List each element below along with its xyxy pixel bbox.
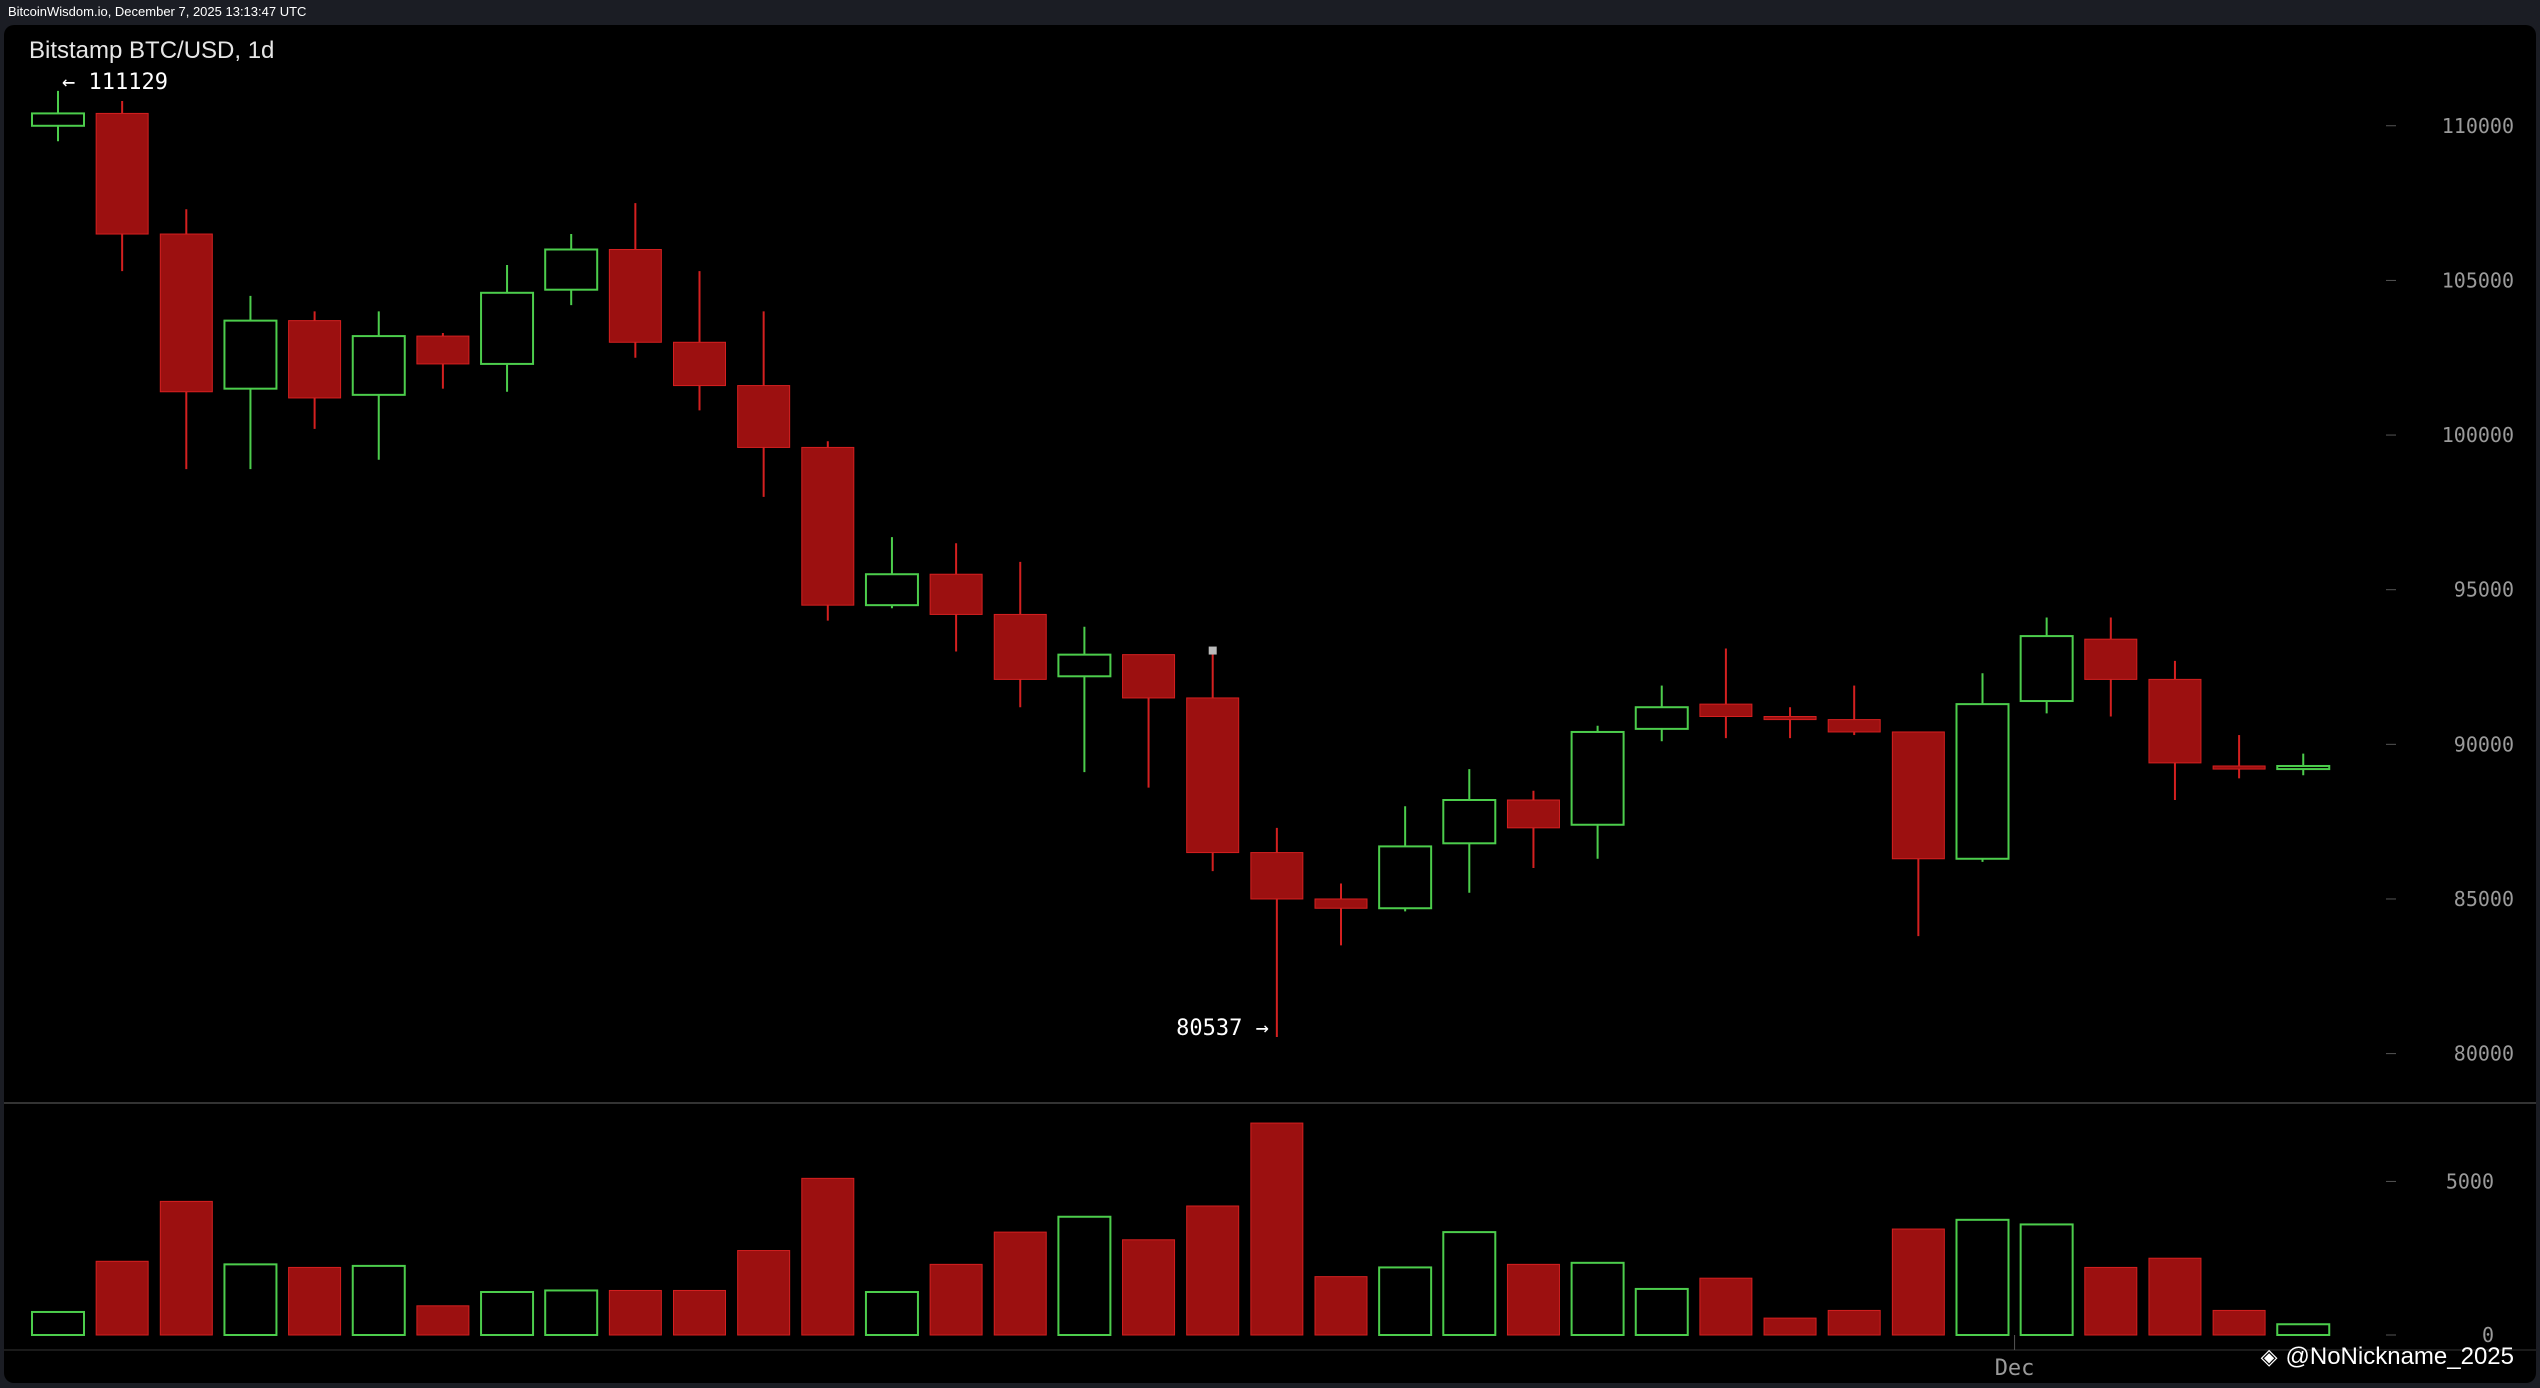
watermark: ◈ @NoNickname_2025 xyxy=(2261,1343,2514,1371)
volume-bar-down xyxy=(159,1200,213,1336)
volume-bar-down xyxy=(416,1305,470,1336)
volume-bar-down xyxy=(1314,1276,1368,1336)
x-tick-label: Dec xyxy=(1995,1356,2035,1381)
candle-body-down xyxy=(1891,731,1945,860)
volume-bar-down xyxy=(1250,1122,1304,1336)
watermark-text: @NoNickname_2025 xyxy=(2285,1343,2514,1370)
candle-body-down xyxy=(993,613,1047,680)
candle-body-up xyxy=(864,573,919,607)
candle-body-up xyxy=(1378,845,1433,910)
volume-bar-down xyxy=(1891,1228,1945,1336)
volume-tick-label: 0 xyxy=(2482,1323,2494,1347)
candle-body-up xyxy=(480,291,535,365)
candle-body-up xyxy=(223,319,278,390)
volume-bar-down xyxy=(1506,1263,1560,1336)
volume-bar-up xyxy=(2276,1323,2331,1336)
candle-body-down xyxy=(1250,852,1304,900)
volume-bar-up xyxy=(31,1310,85,1336)
chart-panel: 80000 85000 90000 95000 100000 105000 110000 0 5… xyxy=(4,25,2536,1383)
volume-bar-down xyxy=(1827,1309,1881,1336)
low-price-label: 80537 → xyxy=(1176,1016,1269,1041)
candle-body-down xyxy=(1314,898,1368,909)
volume-bar-down xyxy=(1186,1205,1240,1336)
candle-body-down xyxy=(95,112,149,235)
chart-title: Bitstamp BTC/USD, 1d xyxy=(29,37,275,64)
cursor-marker xyxy=(1208,646,1217,655)
volume-bar-up xyxy=(223,1263,278,1337)
volume-bar-down xyxy=(2212,1309,2266,1336)
candle-body-down xyxy=(2148,678,2202,764)
candle-body-down xyxy=(673,341,726,387)
volume-bar-down xyxy=(929,1263,983,1336)
volume-bar-down xyxy=(1763,1317,1817,1336)
y-tick-label: 95000 xyxy=(2454,578,2514,602)
candle-body-down xyxy=(1186,697,1240,854)
candle-body-up xyxy=(1442,799,1497,845)
binance-square-icon: ◈ xyxy=(2260,1344,2278,1369)
y-tick-label: 90000 xyxy=(2454,732,2514,756)
candlestick-chart: 80000 85000 90000 95000 100000 105000 110000 0 5… xyxy=(4,70,2536,1381)
candle-body-down xyxy=(288,320,342,399)
volume-bar-down xyxy=(95,1260,149,1336)
candle-body-down xyxy=(929,573,983,615)
volume-bar-down xyxy=(608,1289,662,1336)
header-text: BitcoinWisdom.io, December 7, 2025 13:13… xyxy=(8,4,307,19)
candle-body-down xyxy=(608,248,662,343)
candle-body-down xyxy=(416,335,470,365)
volume-bar-up xyxy=(1378,1266,1433,1337)
y-tick-label: 85000 xyxy=(2454,887,2514,911)
volume-bar-down xyxy=(1699,1277,1753,1336)
y-tick-label: 80000 xyxy=(2454,1042,2514,1066)
volume-bar-down xyxy=(737,1250,791,1336)
candle-body-down xyxy=(1763,715,1817,721)
volume-bar-up xyxy=(1057,1215,1112,1336)
volume-bar-down xyxy=(2148,1257,2202,1336)
candle-body-up xyxy=(31,112,85,127)
candle-body-down xyxy=(1122,654,1176,699)
y-tick-label: 105000 xyxy=(2442,268,2514,292)
volume-bar-down xyxy=(2084,1266,2138,1336)
candle-body-down xyxy=(737,385,791,448)
candle-body-up xyxy=(1634,706,1689,730)
y-tick-label: 110000 xyxy=(2442,114,2514,138)
volume-bar-down xyxy=(801,1177,855,1336)
volume-bar-up xyxy=(1955,1218,2010,1336)
y-tick-label: 100000 xyxy=(2442,423,2514,447)
candle-body-up xyxy=(544,248,599,291)
volume-bar-up xyxy=(1442,1231,1497,1337)
candle-body-up xyxy=(1570,730,1625,826)
candle-body-up xyxy=(1057,653,1112,678)
candle-body-up xyxy=(1955,703,2010,860)
candle-body-up xyxy=(351,335,406,396)
volume-bar-down xyxy=(1122,1239,1176,1336)
candle-body-down xyxy=(1827,719,1881,733)
volume-bar-up xyxy=(544,1289,599,1336)
volume-bar-up xyxy=(864,1291,919,1336)
candle-body-down xyxy=(1699,703,1753,717)
candle-body-up xyxy=(2019,635,2074,703)
volume-bar-up xyxy=(480,1291,535,1336)
candle-body-down xyxy=(2212,765,2266,770)
volume-bar-up xyxy=(1570,1261,1625,1336)
volume-bar-down xyxy=(993,1231,1047,1336)
candle-body-down xyxy=(159,233,213,393)
candle-body-up xyxy=(2276,764,2331,771)
volume-bar-up xyxy=(351,1264,406,1336)
volume-bar-up xyxy=(2019,1223,2074,1337)
volume-tick-label: 5000 xyxy=(2446,1169,2494,1193)
candle-body-down xyxy=(1506,799,1560,829)
candle-body-down xyxy=(2084,638,2138,680)
volume-bar-down xyxy=(673,1289,726,1336)
header-bar: BitcoinWisdom.io, December 7, 2025 13:13… xyxy=(0,0,2540,24)
high-price-label: ← 111129 xyxy=(62,70,168,95)
volume-bar-down xyxy=(288,1266,342,1336)
volume-bar-up xyxy=(1634,1287,1689,1337)
candle-body-down xyxy=(801,446,855,606)
